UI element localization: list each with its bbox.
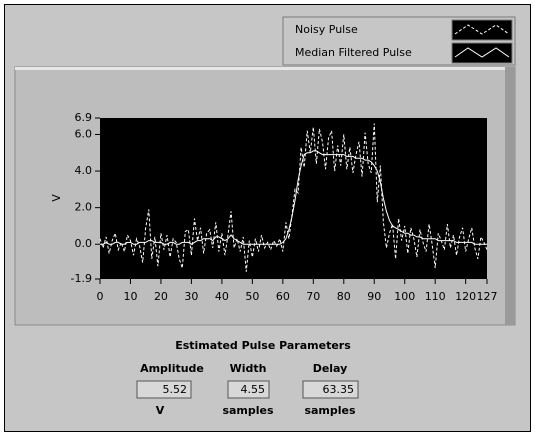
x-tick-label: 10 — [123, 290, 137, 303]
x-tick-label: 100 — [394, 290, 415, 303]
legend-label: Median Filtered Pulse — [295, 46, 412, 59]
y-tick-label: 2.0 — [75, 201, 93, 214]
series-line — [100, 150, 487, 245]
x-tick-label: 0 — [97, 290, 104, 303]
legend-sample — [454, 24, 510, 35]
parameter-unit: samples — [304, 404, 356, 417]
y-tick-label: 6.0 — [75, 127, 93, 140]
x-tick-label: 90 — [367, 290, 381, 303]
parameter-value: 63.35 — [323, 383, 355, 396]
legend-label: Noisy Pulse — [295, 23, 358, 36]
parameter-unit: samples — [222, 404, 274, 417]
legend-sample — [454, 47, 510, 58]
frame-shadow — [505, 67, 515, 325]
y-tick-label: 6.9 — [75, 111, 93, 124]
y-tick-label: -1.9 — [71, 272, 92, 285]
parameter-label: Delay — [313, 362, 348, 375]
x-tick-label: 40 — [215, 290, 229, 303]
x-tick-label: 50 — [245, 290, 259, 303]
x-tick-label: 110 — [425, 290, 446, 303]
x-tick-label: 70 — [306, 290, 320, 303]
frame-highlight — [15, 67, 515, 70]
y-axis-label: V — [50, 194, 63, 202]
parameter-value: 4.55 — [241, 383, 266, 396]
x-tick-label: 20 — [154, 290, 168, 303]
legend-swatch — [451, 42, 513, 64]
x-tick-label: 120 — [455, 290, 476, 303]
parameter-unit: V — [156, 404, 165, 417]
x-tick-label: 30 — [184, 290, 198, 303]
x-tick-label: 80 — [337, 290, 351, 303]
parameter-label: Width — [230, 362, 267, 375]
parameter-label: Amplitude — [140, 362, 204, 375]
parameter-value: 5.52 — [163, 383, 188, 396]
parameters-title: Estimated Pulse Parameters — [175, 339, 351, 352]
x-tick-label: 60 — [276, 290, 290, 303]
plot-area — [100, 118, 487, 279]
y-tick-label: 4.0 — [75, 164, 93, 177]
parameter-box — [136, 380, 192, 399]
y-tick-label: 0.0 — [75, 237, 93, 250]
x-tick-label: 127 — [477, 290, 498, 303]
parameter-box — [227, 380, 270, 399]
parameter-box — [302, 380, 359, 399]
legend-swatch — [451, 19, 513, 41]
